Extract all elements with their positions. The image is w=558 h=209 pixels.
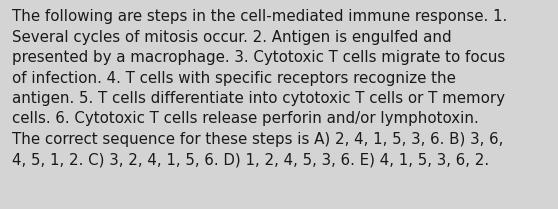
Text: The following are steps in the cell-mediated immune response. 1.
Several cycles : The following are steps in the cell-medi… — [12, 9, 508, 167]
